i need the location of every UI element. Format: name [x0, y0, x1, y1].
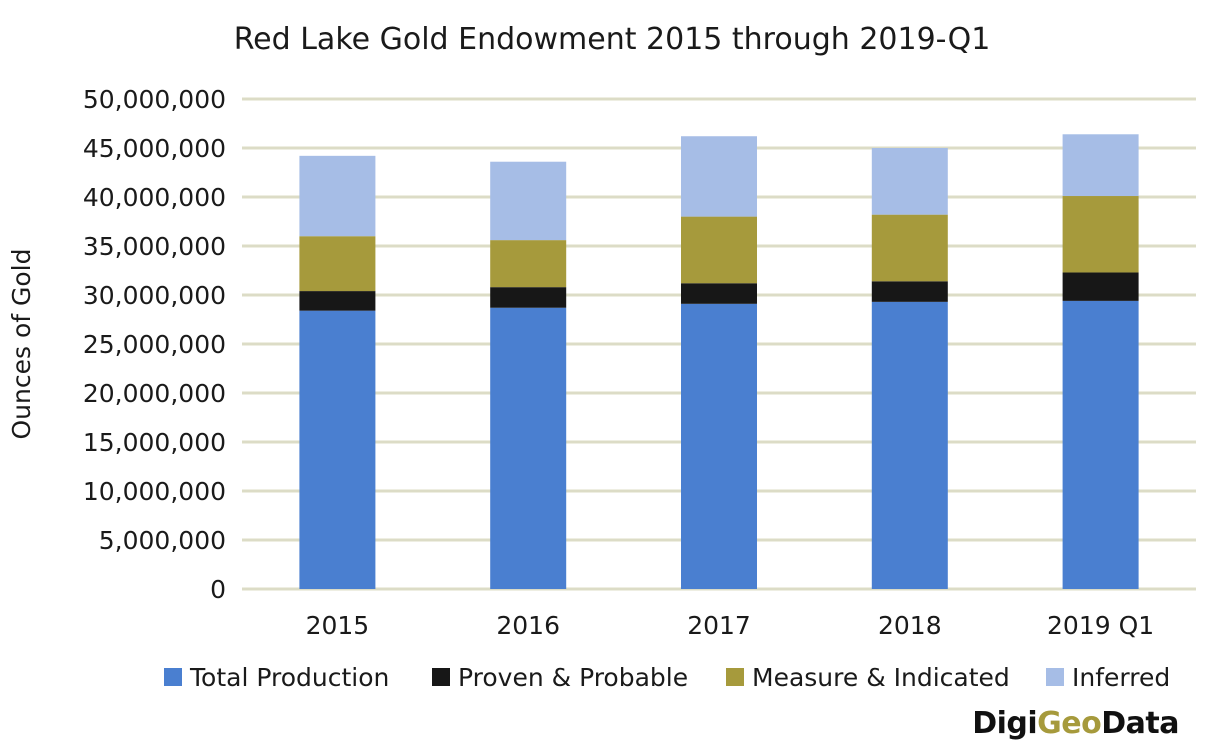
legend-swatch — [1046, 668, 1064, 686]
bar-measure-and-indicated-2019-q1 — [1062, 196, 1139, 273]
brand-logo-digi: Digi — [972, 706, 1038, 741]
bar-inferred-2016 — [490, 161, 567, 241]
y-tick-label: 15,000,000 — [83, 428, 226, 457]
x-tick-label: 2017 — [687, 611, 751, 640]
y-tick-label: 0 — [210, 575, 226, 604]
bar-measure-and-indicated-2017 — [681, 216, 757, 284]
x-tick-label: 2019 Q1 — [1047, 611, 1154, 640]
x-tick-label: 2015 — [306, 611, 370, 640]
y-tick-label: 50,000,000 — [83, 85, 226, 114]
y-tick-label: 20,000,000 — [83, 379, 226, 408]
y-tick-label: 30,000,000 — [83, 281, 226, 310]
bar-total-production-2016 — [490, 307, 567, 589]
x-tick-label: 2018 — [878, 611, 942, 640]
legend-swatch — [432, 668, 450, 686]
y-tick-label: 25,000,000 — [83, 330, 226, 359]
legend-item-inferred: Inferred — [1046, 663, 1170, 692]
bar-proven-and-probable-2017 — [681, 283, 757, 304]
brand-logo-geo: Geo — [1037, 706, 1102, 741]
bar-inferred-2018 — [871, 148, 948, 215]
bar-total-production-2018 — [871, 301, 948, 589]
brand-logo-data: Data — [1101, 706, 1179, 741]
legend-label: Total Production — [189, 663, 389, 692]
legend-swatch — [726, 668, 744, 686]
bar-total-production-2015 — [299, 310, 376, 589]
legend-label: Proven & Probable — [458, 663, 688, 692]
bar-group-2016 — [490, 161, 567, 589]
legend-item-total-production: Total Production — [164, 663, 389, 692]
bar-total-production-2019-q1 — [1062, 300, 1139, 589]
x-tick-label: 2016 — [496, 611, 560, 640]
bar-group-2017 — [681, 136, 757, 589]
y-tick-label: 40,000,000 — [83, 183, 226, 212]
bar-proven-and-probable-2019-q1 — [1062, 272, 1139, 301]
bar-measure-and-indicated-2018 — [871, 214, 948, 282]
bar-total-production-2017 — [681, 303, 757, 589]
bar-group-2018 — [871, 148, 948, 589]
brand-logo: DigiGeoData — [972, 706, 1179, 741]
y-tick-label: 5,000,000 — [99, 526, 226, 555]
y-tick-label: 35,000,000 — [83, 232, 226, 261]
x-tick-labels: 2015 2016 2017 2018 2019 Q1 — [306, 611, 1155, 640]
bar-measure-and-indicated-2015 — [299, 236, 376, 292]
y-tick-labels: 0 5,000,000 10,000,000 15,000,000 20,000,000… — [83, 85, 226, 604]
legend-label: Measure & Indicated — [752, 663, 1010, 692]
bar-proven-and-probable-2016 — [490, 287, 567, 308]
y-axis-label: Ounces of Gold — [7, 249, 36, 440]
legend-item-proven-and-probable: Proven & Probable — [432, 663, 688, 692]
bar-measure-and-indicated-2016 — [490, 240, 567, 288]
bar-group-2015 — [299, 155, 376, 589]
chart-title: Red Lake Gold Endowment 2015 through 201… — [234, 22, 991, 57]
legend-item-measure-and-indicated: Measure & Indicated — [726, 663, 1010, 692]
legend: Total Production Proven & Probable Measure… — [164, 663, 1170, 692]
y-tick-label: 10,000,000 — [83, 477, 226, 506]
bar-inferred-2019-q1 — [1062, 134, 1139, 197]
bars — [299, 134, 1139, 589]
bar-proven-and-probable-2015 — [299, 291, 376, 311]
bar-inferred-2015 — [299, 155, 376, 237]
bar-group-2019-q1 — [1062, 134, 1139, 589]
legend-label: Inferred — [1072, 663, 1170, 692]
bar-inferred-2017 — [681, 136, 757, 217]
y-tick-label: 45,000,000 — [83, 134, 226, 163]
legend-swatch — [164, 668, 182, 686]
bar-proven-and-probable-2018 — [871, 281, 948, 302]
